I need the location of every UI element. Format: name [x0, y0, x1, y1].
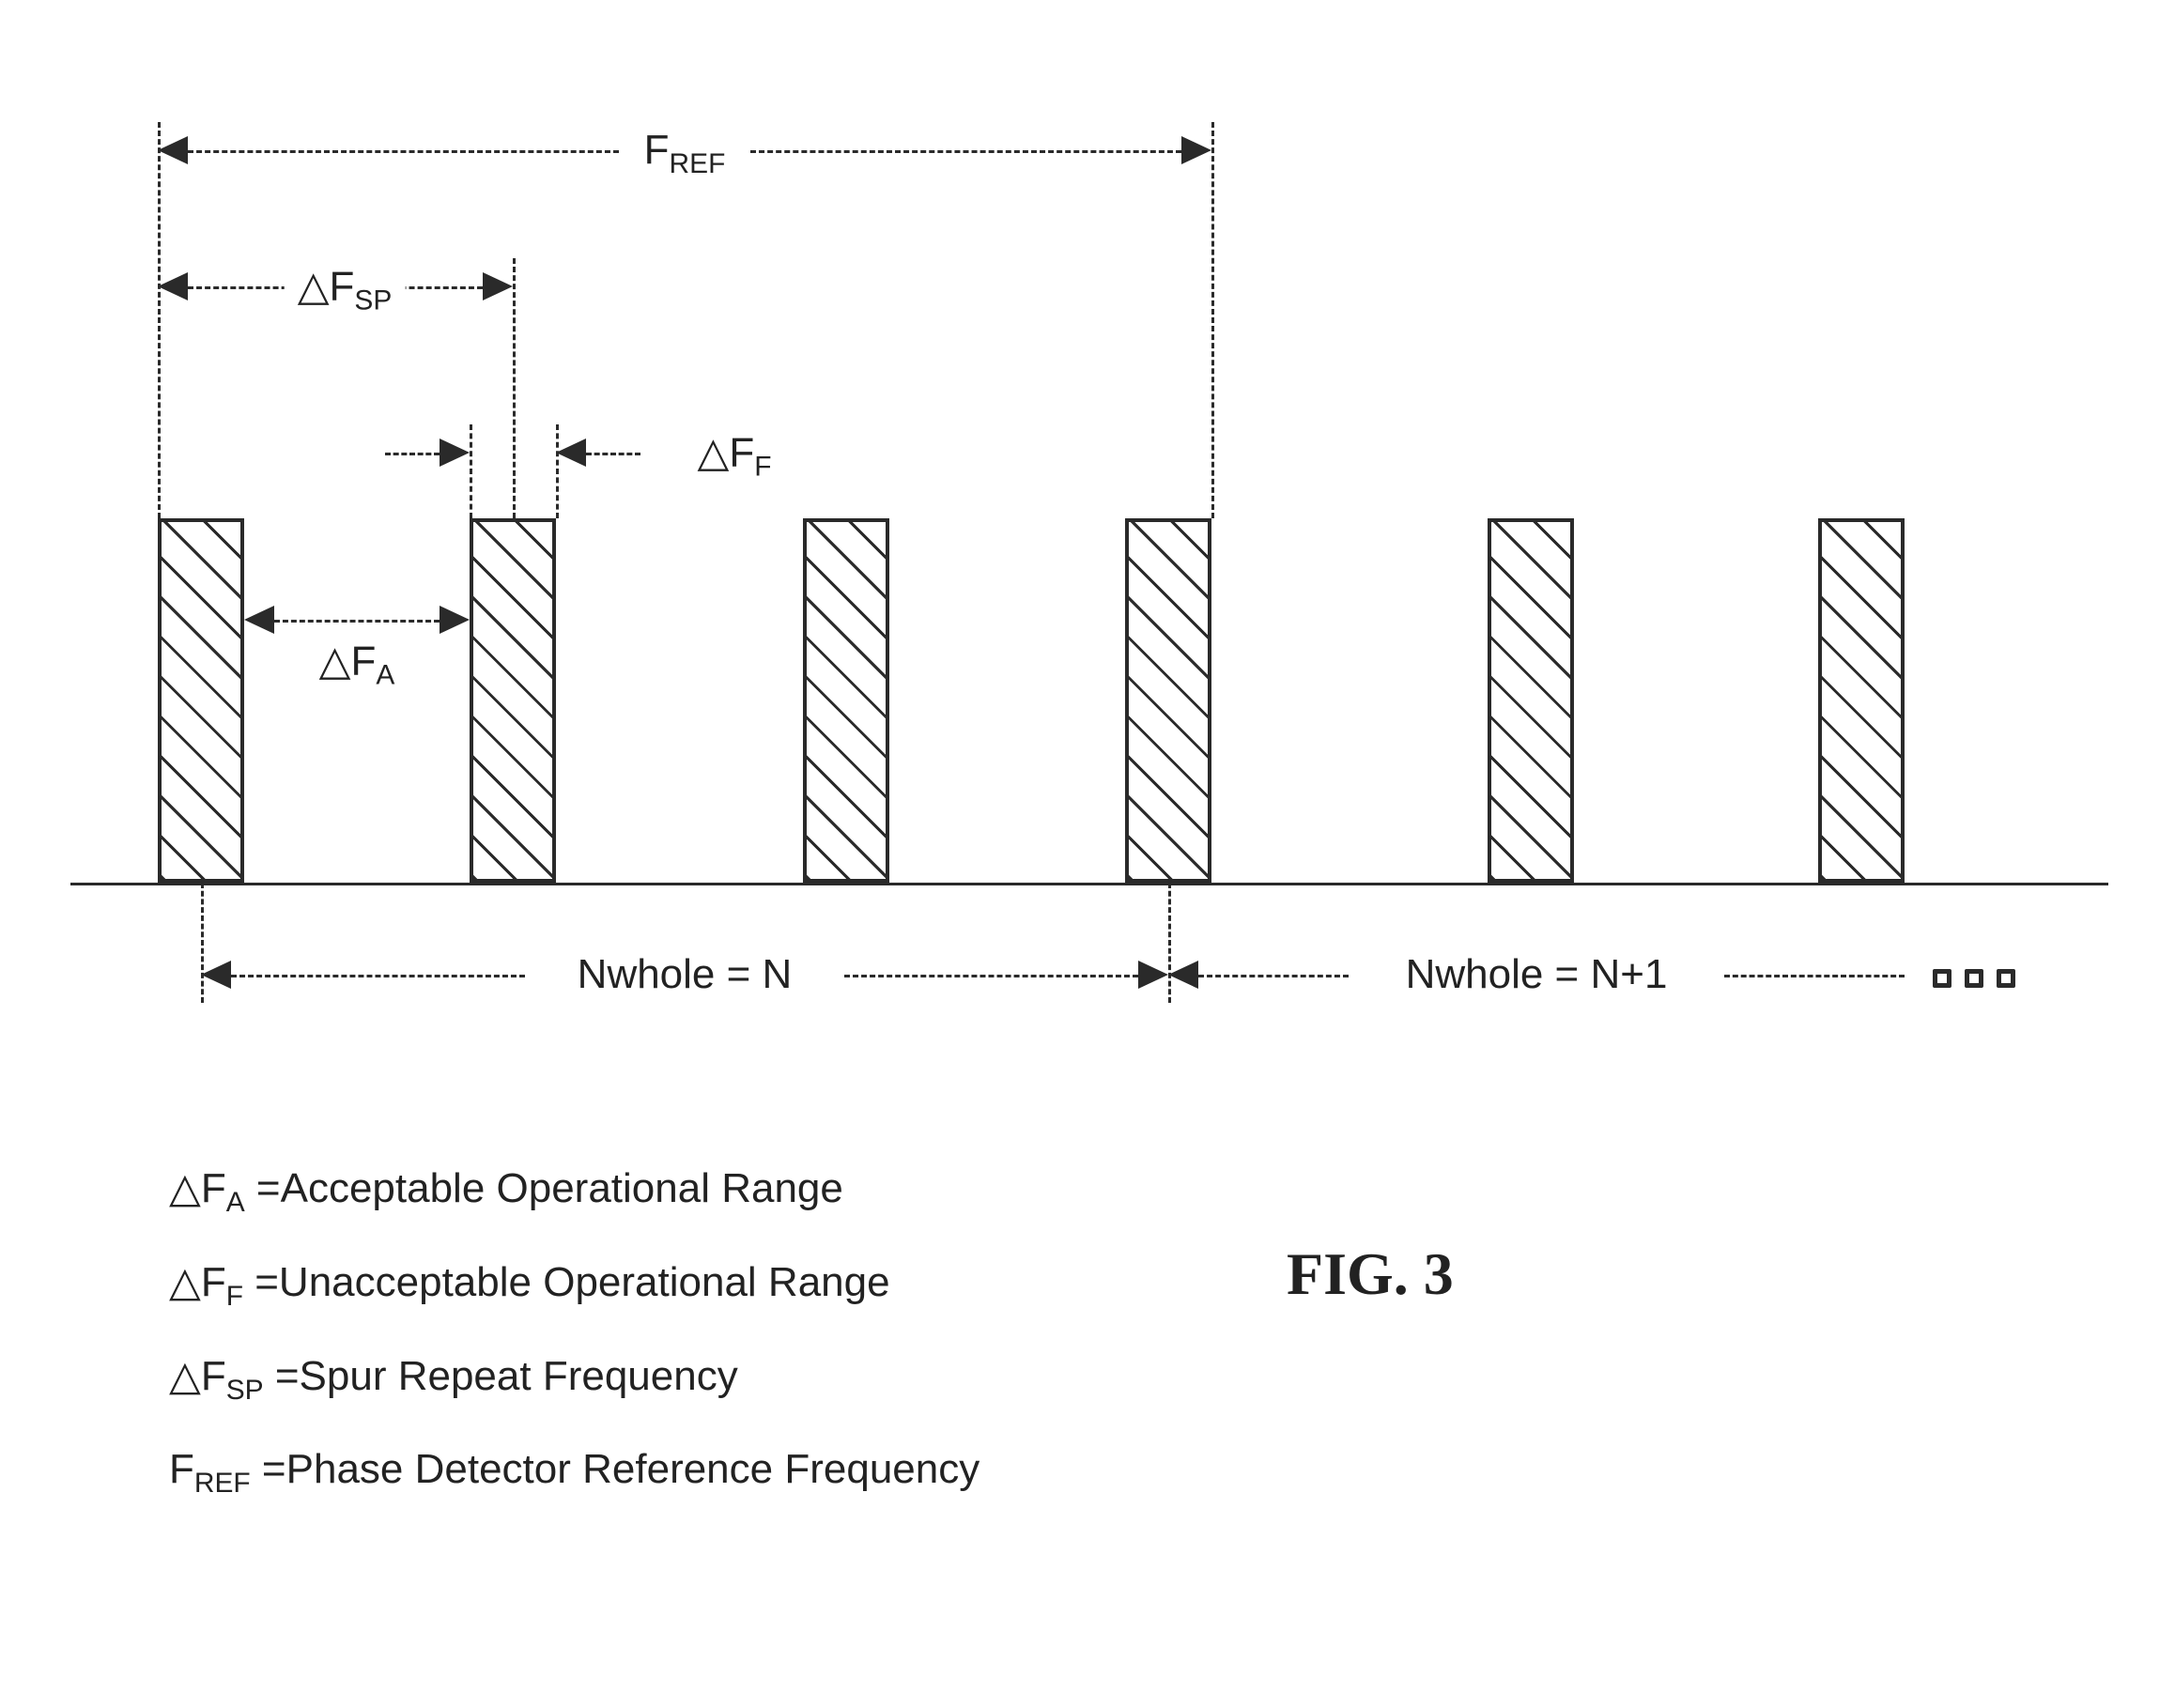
dimension-line — [188, 150, 619, 153]
legend-entry: △FF =Unacceptable Operational Range — [169, 1258, 890, 1306]
arrowhead-left-icon — [158, 272, 188, 300]
spur-region-bar — [158, 518, 244, 883]
arrowhead-left-icon — [244, 606, 274, 634]
spur-region-bar — [803, 518, 889, 883]
extension-tick — [470, 424, 472, 518]
spur-region-bar — [1125, 518, 1211, 883]
dimension-line — [586, 453, 640, 455]
spur-region-bar — [470, 518, 556, 883]
dimension-line — [1198, 975, 1349, 977]
arrowhead-right-icon — [440, 439, 470, 467]
dimension-line — [844, 975, 1138, 977]
arrowhead-right-icon — [1181, 136, 1211, 164]
spur-region-bar — [1818, 518, 1905, 883]
arrowhead-right-icon — [440, 606, 470, 634]
frequency-axis — [70, 883, 2108, 885]
dimension-label: Nwhole = N — [564, 947, 806, 1002]
arrowhead-left-icon — [158, 136, 188, 164]
dimension-line — [750, 150, 1181, 153]
continuation-ellipsis-icon — [1933, 969, 2015, 988]
figure-canvas: FREF △FSP △FF △FA Nwhole = N Nwhole = N+1 △FA … — [0, 0, 2175, 1708]
dimension-line — [274, 620, 440, 623]
legend-entry: FREF =Phase Detector Reference Frequency — [169, 1446, 980, 1493]
dimension-label: FREF — [631, 123, 739, 177]
arrowhead-right-icon — [483, 272, 513, 300]
extension-tick — [513, 258, 516, 518]
dimension-label: △FF — [685, 425, 785, 481]
dimension-line — [231, 975, 525, 977]
extension-tick — [158, 122, 161, 518]
figure-caption: FIG. 3 — [1287, 1239, 1454, 1309]
legend-entry: △FA =Acceptable Operational Range — [169, 1164, 843, 1212]
dimension-line — [1724, 975, 1905, 977]
arrowhead-right-icon — [1138, 961, 1168, 989]
legend-entry: △FSP =Spur Repeat Frequency — [169, 1352, 738, 1400]
dimension-label: Nwhole = N+1 — [1393, 947, 1681, 1002]
arrowhead-left-icon — [556, 439, 586, 467]
arrowhead-left-icon — [201, 961, 231, 989]
spur-region-bar — [1488, 518, 1574, 883]
arrowhead-left-icon — [1168, 961, 1198, 989]
extension-tick — [1211, 122, 1214, 518]
dimension-label: △FA — [306, 634, 409, 689]
dimension-line — [385, 453, 440, 455]
dimension-label: △FSP — [285, 259, 406, 315]
